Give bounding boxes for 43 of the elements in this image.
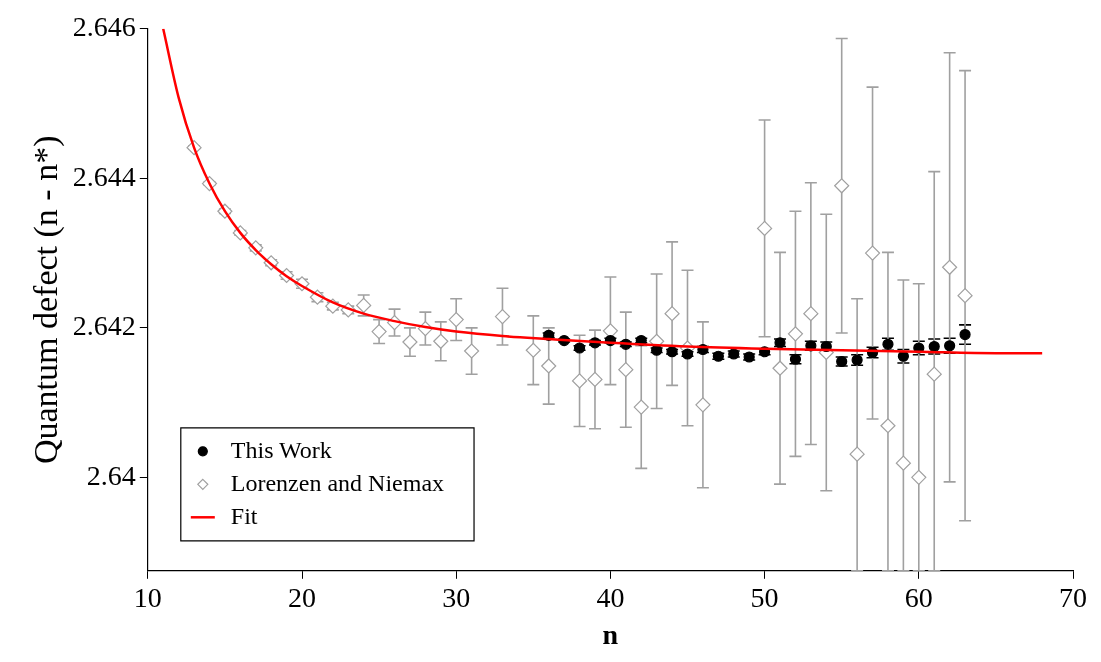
point <box>834 178 850 194</box>
x-tick-label: 20 <box>288 581 316 613</box>
point <box>402 334 418 350</box>
x-tick-label: 40 <box>596 581 625 613</box>
x-tick-label: 70 <box>1059 581 1087 613</box>
legend-label: Fit <box>230 502 258 529</box>
y-tick-label: 2.644 <box>72 160 136 192</box>
point <box>433 333 449 349</box>
point <box>664 306 680 322</box>
x-axis-title: n <box>602 619 619 651</box>
point <box>787 326 804 342</box>
point <box>880 418 896 434</box>
point <box>926 366 942 382</box>
point <box>541 358 557 374</box>
point <box>371 323 387 340</box>
point <box>864 245 881 261</box>
point <box>895 455 911 471</box>
point <box>942 259 958 275</box>
point <box>464 343 480 359</box>
point <box>571 373 588 389</box>
x-tick-label: 30 <box>442 581 471 613</box>
point <box>772 360 788 376</box>
point <box>957 288 973 304</box>
point <box>695 397 711 413</box>
y-tick-label: 2.646 <box>72 11 136 43</box>
y-axis-title: Quantum defect (n - n*) <box>27 135 66 465</box>
point <box>633 399 649 415</box>
y-tick-label: 2.64 <box>86 459 136 491</box>
point <box>448 312 464 328</box>
point <box>803 306 819 322</box>
x-tick-label: 60 <box>904 581 933 613</box>
legend-label: This Work <box>230 436 332 463</box>
point <box>525 342 541 358</box>
y-tick-label: 2.642 <box>72 310 136 342</box>
point <box>494 309 511 325</box>
point <box>757 220 773 237</box>
point <box>618 362 634 378</box>
legend-label: Lorenzen and Niemax <box>230 469 445 496</box>
x-tick-label: 10 <box>133 581 162 613</box>
point <box>911 469 927 485</box>
x-tick-label: 50 <box>750 581 779 613</box>
point <box>849 446 865 462</box>
point <box>587 371 603 388</box>
